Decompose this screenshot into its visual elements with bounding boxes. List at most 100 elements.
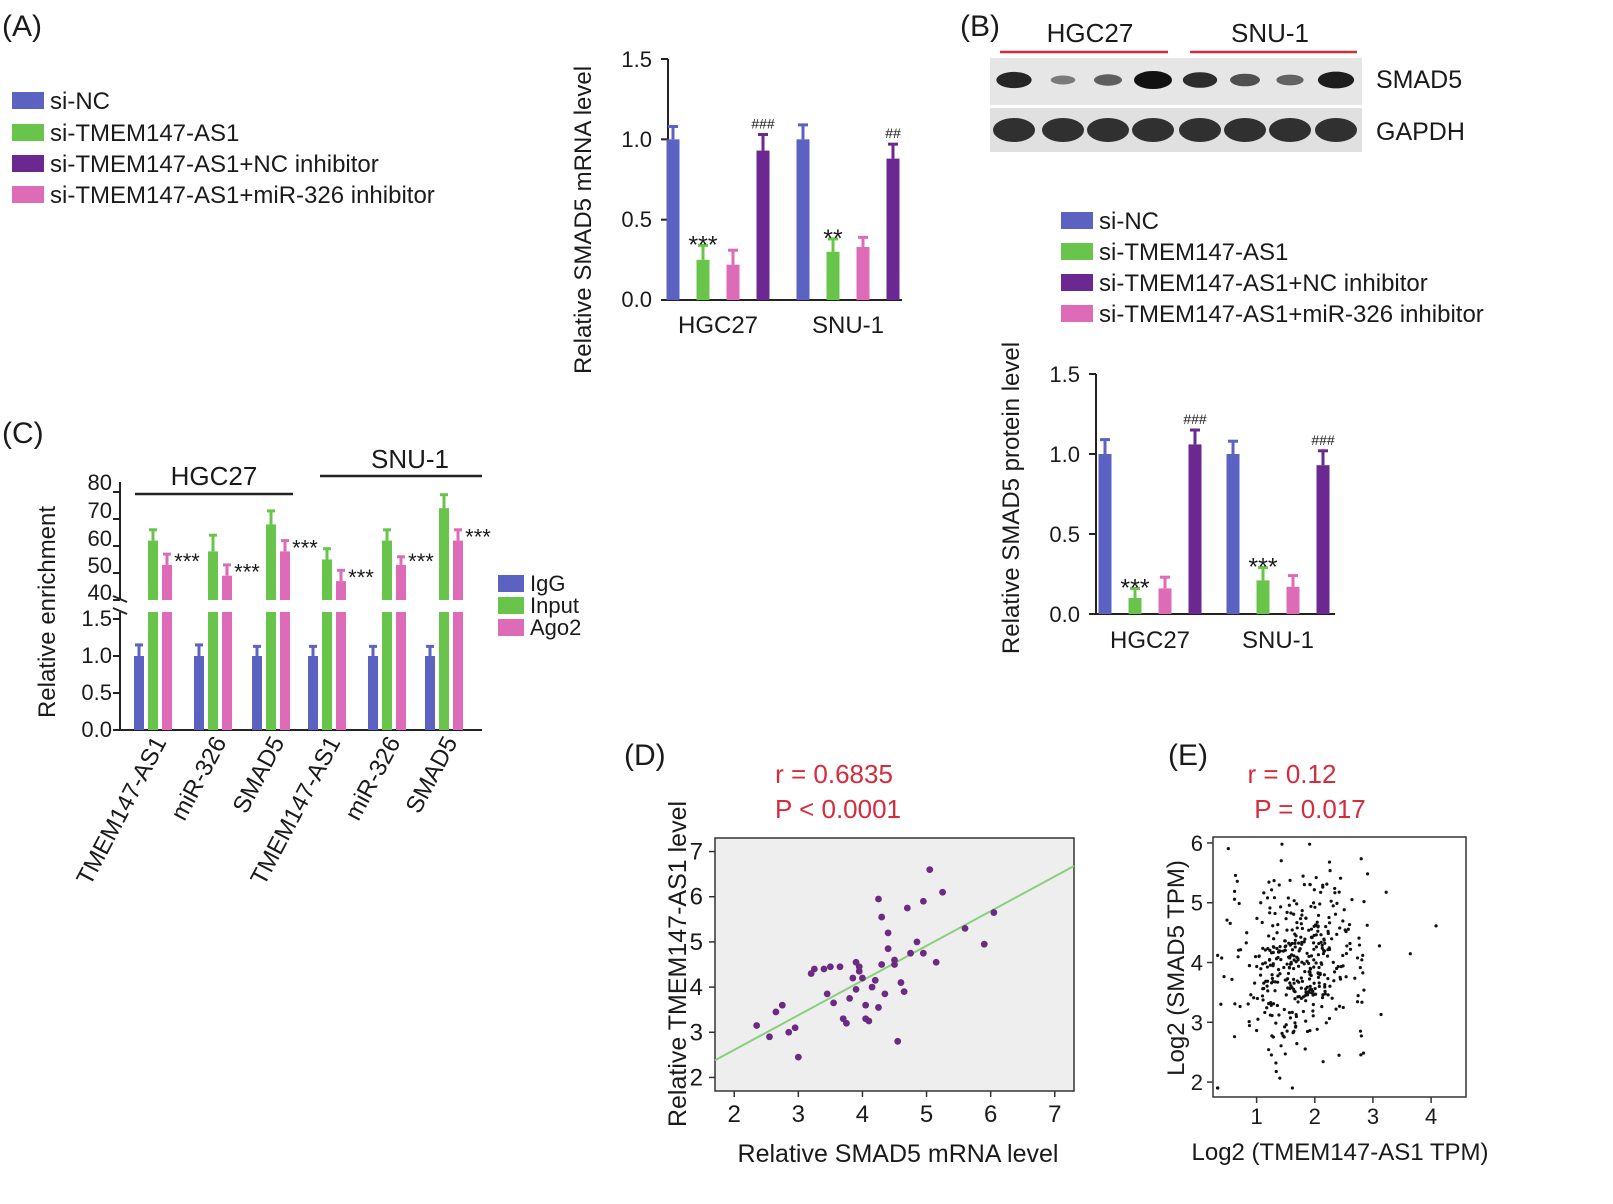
chart-e-point-120 [1305, 1029, 1310, 1034]
chart-e-point-253 [1320, 943, 1324, 947]
chart-e-point-333 [1298, 917, 1303, 921]
chart-d-point-26 [871, 976, 879, 984]
chart-c-bar-upper-s2-c3 [336, 581, 346, 600]
chart-e-point-256 [1274, 1061, 1278, 1065]
chart-e-point-306 [1280, 1031, 1284, 1035]
chart-c-bar-upper-s2-c5 [453, 540, 463, 600]
panel-label-c: (C) [2, 417, 44, 450]
chart-e-point-169 [1287, 966, 1292, 970]
chart-b-bar-s2-c0 [1158, 588, 1172, 614]
chart-e-point-200 [1279, 859, 1283, 863]
chart-e-point-299 [1274, 1021, 1278, 1025]
chart-d-xlabel: Relative SMAD5 mRNA level [738, 1140, 1059, 1168]
chart-b-bar-s3-c0 [1188, 444, 1202, 614]
chart-e-point-100 [1276, 923, 1280, 927]
chart-e-point-337 [1294, 1012, 1298, 1017]
chart-a-bar-s3-c0 [756, 150, 770, 300]
chart-c-bar-s0-c0 [134, 656, 144, 730]
chart-d-point-46 [961, 924, 969, 932]
chart-e-point-42 [1321, 951, 1326, 956]
chart-e-point-177 [1311, 993, 1315, 997]
chart-e-point-149 [1271, 1002, 1276, 1006]
chart-e-point-14 [1288, 1016, 1293, 1020]
chart-e-point-74 [1262, 986, 1266, 991]
chart-e-point-247 [1312, 947, 1316, 951]
chart-e-point-112 [1285, 910, 1289, 914]
chart-b-annotation-2: *** [1248, 554, 1277, 582]
chart-e-point-192 [1278, 905, 1283, 909]
chart-e-point-379 [1237, 901, 1241, 906]
chart-e-point-76 [1316, 953, 1321, 957]
chart-e-point-191 [1233, 1002, 1237, 1006]
chart-d-point-43 [926, 866, 934, 874]
chart-c-bar-lower-s2-c3 [336, 612, 346, 730]
chart-e-point-163 [1253, 981, 1257, 985]
chart-d-point-8 [810, 965, 818, 973]
chart-e-point-154 [1266, 989, 1270, 993]
chart-d-point-42 [919, 897, 927, 905]
chart-e-point-147 [1301, 1009, 1305, 1014]
chart-c-annotation-4: *** [408, 549, 434, 574]
chart-e-point-158 [1344, 951, 1349, 956]
chart-c-upper-ytick-3: 70 [88, 498, 112, 523]
chart-a-annotation-3: ## [885, 125, 901, 141]
chart-e-point-231 [1269, 1053, 1273, 1057]
blot-band-smad5-3 [1134, 71, 1172, 89]
chart-d-point-47 [980, 940, 988, 948]
chart-e-point-137 [1272, 945, 1276, 949]
chart-e-point-211 [1293, 945, 1297, 949]
chart-d-ytick-1: 3 [690, 1019, 703, 1046]
chart-c-bar-s0-c1 [194, 656, 204, 730]
chart-e-point-335 [1312, 888, 1316, 892]
chart-e-point-85 [1295, 926, 1299, 930]
chart-a-mrna: Relative SMAD5 mRNA level 1.5 1.0 0.5 0.… [570, 47, 902, 374]
chart-e-point-63 [1337, 890, 1341, 894]
chart-e-point-222 [1297, 994, 1301, 999]
legend-a-swatch-3 [12, 186, 44, 203]
chart-e-point-342 [1286, 986, 1290, 990]
chart-e-point-257 [1357, 943, 1362, 947]
chart-e-point-396 [1344, 929, 1348, 934]
chart-d-point-44 [932, 958, 940, 966]
chart-e-point-29 [1226, 847, 1230, 851]
chart-a-bar-s3-c1 [886, 158, 900, 300]
chart-e-point-286 [1281, 1034, 1285, 1038]
legend-b-label-1: si-TMEM147-AS1 [1099, 239, 1288, 266]
legend-b-label-3: si-TMEM147-AS1+miR-326 inhibitor [1099, 301, 1484, 328]
chart-e-point-292 [1290, 948, 1295, 952]
chart-d-xtick-2: 4 [856, 1101, 869, 1128]
chart-e-point-284 [1310, 935, 1314, 940]
chart-e-point-339 [1304, 999, 1308, 1003]
chart-e-point-269 [1225, 918, 1229, 922]
chart-c-annotation-3: *** [348, 565, 374, 590]
chart-c-bar-s0-c3 [308, 656, 318, 730]
chart-e-point-27 [1271, 962, 1275, 966]
chart-d-point-34 [894, 1037, 902, 1045]
chart-e-point-223 [1247, 1020, 1251, 1024]
chart-d-point-11 [823, 990, 831, 998]
chart-e-point-385 [1323, 983, 1327, 987]
chart-e-point-305 [1267, 880, 1271, 884]
chart-e-point-176 [1359, 1053, 1363, 1057]
chart-c-lower-ytick-1: 0.5 [81, 680, 112, 705]
chart-b-annotation-0: *** [1120, 574, 1149, 602]
chart-e-point-80 [1322, 938, 1326, 942]
panel-label-b: (B) [960, 10, 1000, 43]
chart-d-xtick-3: 5 [920, 1101, 933, 1128]
chart-e-point-106 [1365, 872, 1370, 876]
chart-d-ylabel: Relative TMEM147-AS1 level [664, 801, 692, 1127]
chart-b-ytick-3: 1.5 [1049, 362, 1080, 387]
chart-d-point-40 [913, 938, 921, 946]
chart-d-point-30 [878, 913, 886, 921]
chart-b-ytick-1: 0.5 [1049, 522, 1080, 547]
chart-e-point-327 [1289, 962, 1293, 966]
chart-e-point-51 [1308, 984, 1312, 989]
chart-c-group-label-1: SNU-1 [371, 444, 449, 474]
chart-e-point-258 [1292, 954, 1296, 958]
chart-e-point-134 [1326, 929, 1330, 933]
chart-e-point-3 [1299, 976, 1303, 980]
chart-b-protein: Relative SMAD5 protein level 1.5 1.0 0.5… [998, 342, 1335, 654]
chart-a-bar-s1-c0 [696, 259, 710, 300]
chart-e-point-24 [1311, 941, 1316, 945]
chart-e-point-397 [1338, 975, 1342, 979]
